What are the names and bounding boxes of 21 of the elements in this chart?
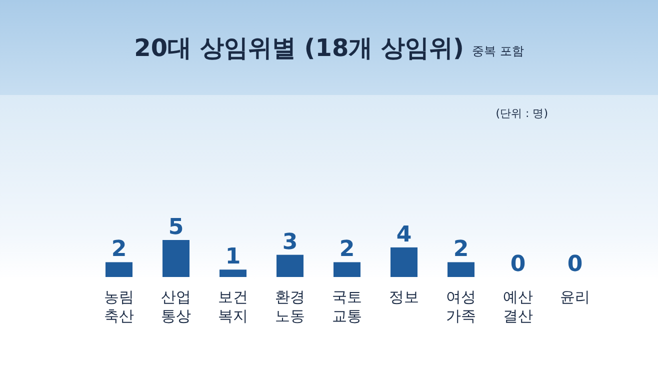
category-label: 산업 통상 [161,288,191,325]
title: 20대 상임위별 (18개 상임위) [134,34,464,62]
category-label: 윤리 [560,288,590,306]
data-label: 4 [396,222,412,248]
annotation: (단위 : 명) [496,107,548,120]
data-label: 0 [567,252,583,277]
category-label: 여성 가족 [446,288,476,325]
data-label: 2 [111,237,127,262]
data-label: 2 [339,237,355,262]
category-label: 농림 축산 [104,288,134,325]
category-label: 환경 노동 [275,288,305,325]
data-label: 2 [453,237,469,262]
category-label: 국토 교통 [332,288,362,325]
category-label: 정보 [389,288,419,306]
data-label: 1 [225,244,241,270]
subtitle: 중복 포함 [472,44,524,58]
data-label: 0 [510,252,526,277]
category-label: 보건 복지 [218,288,248,325]
data-label: 5 [168,215,184,240]
data-label: 3 [282,230,298,255]
category-label: 예산 결산 [503,288,533,325]
